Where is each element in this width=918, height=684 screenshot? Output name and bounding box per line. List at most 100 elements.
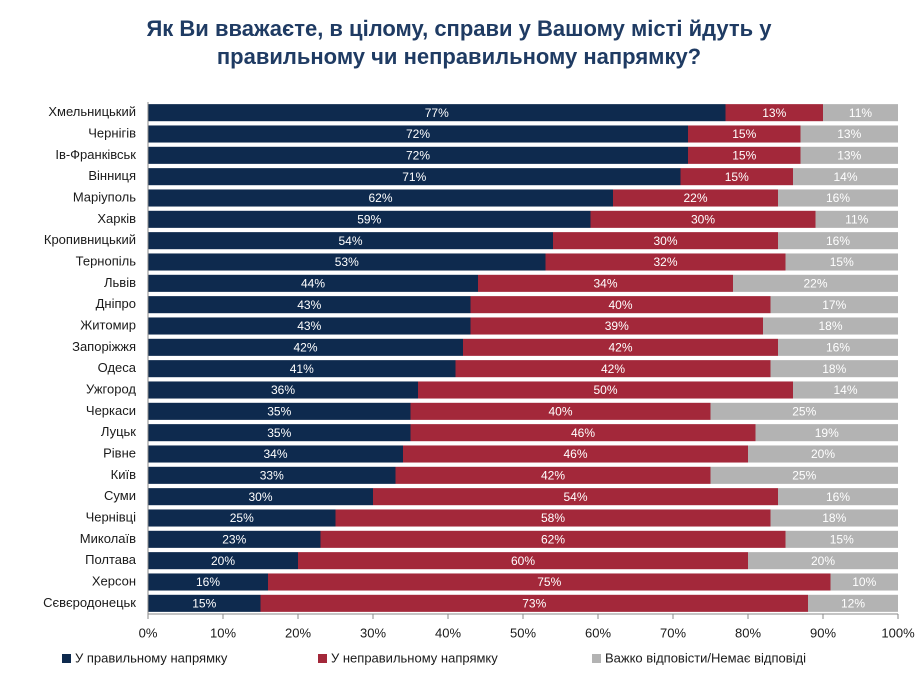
y-tick-label: Суми bbox=[104, 488, 136, 503]
bar-segment bbox=[410, 402, 711, 420]
value-label: 25% bbox=[792, 405, 816, 419]
bar-segment bbox=[148, 360, 456, 378]
value-label: 20% bbox=[811, 447, 835, 461]
value-label: 15% bbox=[830, 255, 854, 269]
bar-segment bbox=[298, 552, 748, 570]
bar-segment bbox=[823, 104, 898, 122]
x-tick-label: 60% bbox=[585, 625, 611, 640]
bar-segment bbox=[148, 168, 681, 186]
bar-segment bbox=[260, 594, 808, 612]
legend-swatch bbox=[318, 654, 327, 663]
value-label: 44% bbox=[301, 277, 325, 291]
value-label: 43% bbox=[297, 319, 321, 333]
value-label: 18% bbox=[822, 362, 846, 376]
value-label: 15% bbox=[725, 170, 749, 184]
value-label: 15% bbox=[732, 127, 756, 141]
value-label: 46% bbox=[571, 426, 595, 440]
bar-segment bbox=[395, 466, 711, 484]
y-tick-label: Сєвєродонецьк bbox=[43, 595, 136, 610]
value-label: 15% bbox=[830, 533, 854, 547]
x-tick-label: 20% bbox=[285, 625, 311, 640]
value-label: 40% bbox=[608, 298, 632, 312]
y-tick-label: Рівне bbox=[103, 445, 136, 460]
plot-area bbox=[148, 104, 898, 612]
bar-segment bbox=[148, 509, 336, 527]
value-label: 15% bbox=[192, 597, 216, 611]
value-label: 50% bbox=[593, 383, 617, 397]
legend-label: У правильному напрямку bbox=[75, 650, 228, 665]
bar-segment bbox=[148, 594, 261, 612]
value-label: 40% bbox=[548, 405, 572, 419]
value-label: 13% bbox=[837, 149, 861, 163]
bar-segment bbox=[148, 381, 418, 399]
bar-segment bbox=[148, 466, 396, 484]
bar-segment bbox=[148, 573, 268, 591]
bar-segment bbox=[148, 338, 463, 356]
y-tick-label: Кропивницький bbox=[44, 232, 136, 247]
value-label: 42% bbox=[293, 341, 317, 355]
value-label: 30% bbox=[653, 234, 677, 248]
bar-segment bbox=[470, 317, 763, 335]
value-label: 46% bbox=[563, 447, 587, 461]
bar-segment bbox=[785, 530, 898, 548]
bar-segment bbox=[148, 488, 373, 506]
value-label: 58% bbox=[541, 511, 565, 525]
value-label: 41% bbox=[290, 362, 314, 376]
bar-segment bbox=[478, 274, 733, 292]
value-label: 54% bbox=[563, 490, 587, 504]
bar-segment bbox=[688, 146, 801, 164]
bar-segment bbox=[613, 189, 778, 207]
bar-segment bbox=[808, 594, 898, 612]
bar-segment bbox=[148, 424, 411, 442]
bar-segment bbox=[148, 402, 411, 420]
bar-segment bbox=[778, 488, 898, 506]
value-label: 62% bbox=[541, 533, 565, 547]
bar-segment bbox=[755, 424, 898, 442]
bar-segment bbox=[148, 104, 726, 122]
bar-segment bbox=[815, 210, 898, 228]
bar-segment bbox=[148, 210, 591, 228]
bar-segment bbox=[748, 552, 898, 570]
y-tick-label: Черкаси bbox=[86, 403, 136, 418]
y-tick-label: Луцьк bbox=[101, 424, 136, 439]
bar-segment bbox=[148, 253, 546, 271]
bar-segment bbox=[373, 488, 778, 506]
bar-segment bbox=[725, 104, 823, 122]
bar-segment bbox=[770, 509, 898, 527]
x-tick-label: 90% bbox=[810, 625, 836, 640]
bar-segment bbox=[148, 232, 553, 250]
bar-segment bbox=[710, 466, 898, 484]
value-label: 14% bbox=[833, 170, 857, 184]
value-label: 62% bbox=[368, 191, 392, 205]
value-label: 17% bbox=[822, 298, 846, 312]
bar-segment bbox=[680, 168, 793, 186]
value-label: 25% bbox=[792, 469, 816, 483]
y-tick-label: Київ bbox=[111, 467, 136, 482]
value-label: 72% bbox=[406, 127, 430, 141]
bar-segment bbox=[778, 189, 898, 207]
bar-segment bbox=[800, 125, 898, 143]
x-tick-label: 10% bbox=[210, 625, 236, 640]
value-label: 13% bbox=[837, 127, 861, 141]
bar-segment bbox=[770, 296, 898, 314]
bar-segment bbox=[148, 552, 298, 570]
bar-segment bbox=[793, 168, 898, 186]
value-label: 20% bbox=[211, 554, 235, 568]
x-tick-label: 30% bbox=[360, 625, 386, 640]
bar-segment bbox=[553, 232, 778, 250]
value-label: 75% bbox=[537, 575, 561, 589]
value-label: 23% bbox=[222, 533, 246, 547]
value-label: 10% bbox=[852, 575, 876, 589]
value-label: 22% bbox=[803, 277, 827, 291]
value-label: 18% bbox=[818, 319, 842, 333]
value-label: 35% bbox=[267, 405, 291, 419]
x-tick-label: 50% bbox=[510, 625, 536, 640]
value-label: 18% bbox=[822, 511, 846, 525]
bar-segment bbox=[403, 445, 748, 463]
value-label: 30% bbox=[248, 490, 272, 504]
value-label: 13% bbox=[762, 106, 786, 120]
y-tick-label: Чернівці bbox=[86, 509, 137, 524]
value-label: 73% bbox=[522, 597, 546, 611]
x-tick-label: 70% bbox=[660, 625, 686, 640]
